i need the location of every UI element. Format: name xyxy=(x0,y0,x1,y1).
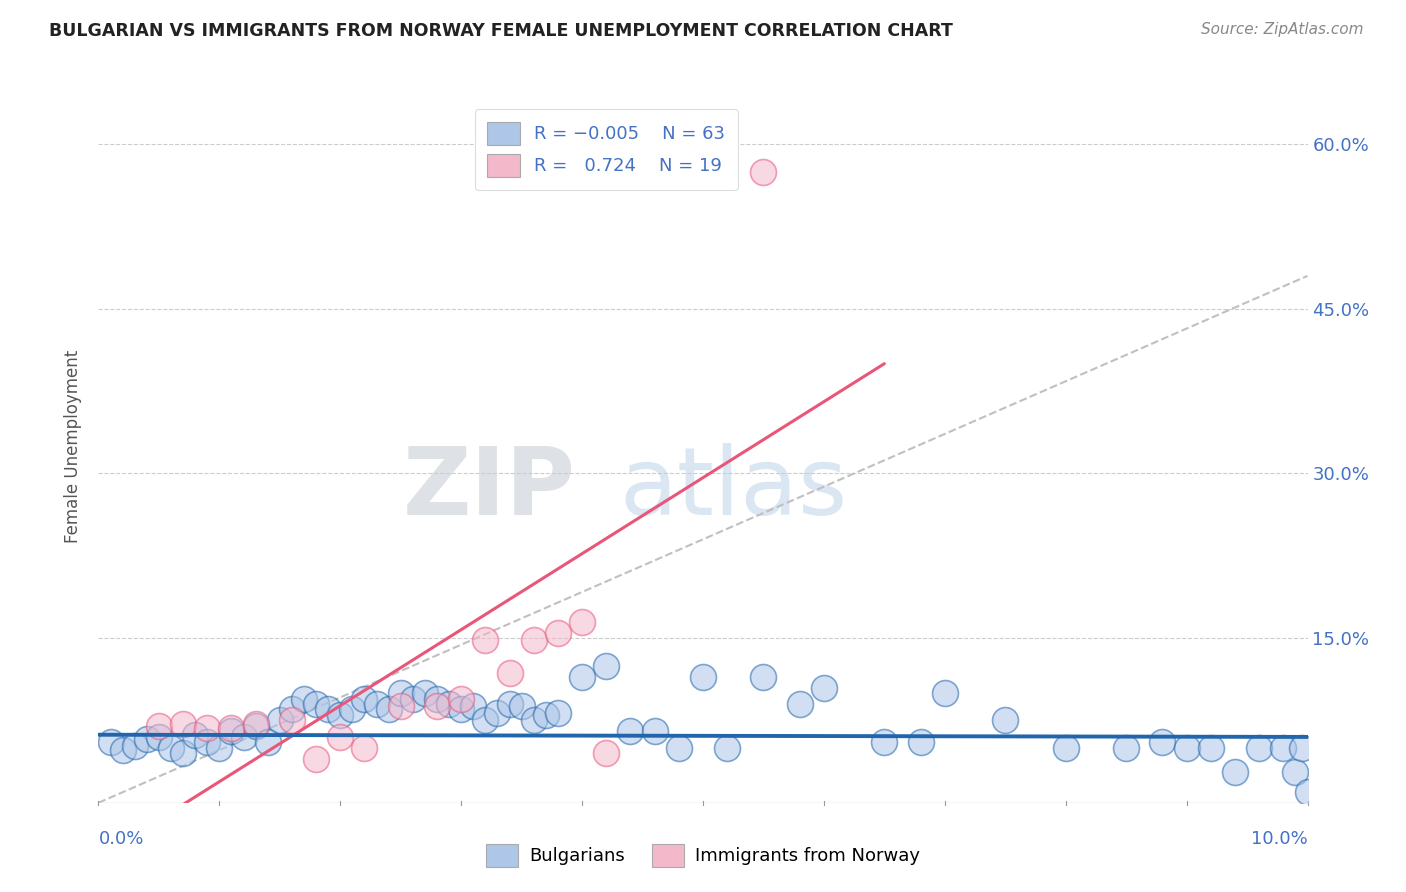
Y-axis label: Female Unemployment: Female Unemployment xyxy=(65,350,83,542)
Point xyxy=(316,702,339,716)
Point xyxy=(1115,740,1137,755)
Point xyxy=(221,721,243,735)
Point xyxy=(195,735,218,749)
Point xyxy=(571,615,593,629)
Point xyxy=(389,686,412,700)
Point xyxy=(1291,740,1313,755)
Point xyxy=(124,739,146,753)
Point xyxy=(245,719,267,733)
Point xyxy=(1054,740,1077,755)
Point xyxy=(910,735,932,749)
Text: ZIP: ZIP xyxy=(404,442,576,535)
Point xyxy=(474,714,496,728)
Point xyxy=(195,721,218,735)
Point xyxy=(644,724,666,739)
Point xyxy=(523,633,546,648)
Legend: R = −0.005    N = 63, R =   0.724    N = 19: R = −0.005 N = 63, R = 0.724 N = 19 xyxy=(475,109,738,190)
Point xyxy=(547,625,569,640)
Point xyxy=(184,728,207,742)
Point xyxy=(1272,740,1295,755)
Point xyxy=(305,752,328,766)
Point xyxy=(1223,765,1246,780)
Point xyxy=(994,714,1017,728)
Point xyxy=(547,706,569,720)
Point xyxy=(353,740,375,755)
Point xyxy=(534,708,557,723)
Point xyxy=(292,691,315,706)
Point xyxy=(752,164,775,178)
Point xyxy=(510,699,533,714)
Point xyxy=(752,669,775,683)
Point xyxy=(148,730,170,744)
Point xyxy=(716,740,738,755)
Point xyxy=(389,699,412,714)
Point xyxy=(498,697,520,711)
Point xyxy=(329,708,352,723)
Point xyxy=(426,691,449,706)
Point xyxy=(571,669,593,683)
Point xyxy=(474,633,496,648)
Point xyxy=(813,681,835,695)
Point xyxy=(172,716,194,731)
Point xyxy=(366,697,388,711)
Point xyxy=(1175,740,1198,755)
Point xyxy=(208,740,231,755)
Point xyxy=(426,699,449,714)
Text: atlas: atlas xyxy=(620,442,848,535)
Point xyxy=(100,735,122,749)
Point xyxy=(305,697,328,711)
Point xyxy=(256,735,278,749)
Point xyxy=(1249,740,1271,755)
Point xyxy=(329,730,352,744)
Point xyxy=(437,697,460,711)
Point xyxy=(463,699,485,714)
Point xyxy=(595,747,617,761)
Text: 0.0%: 0.0% xyxy=(98,830,143,848)
Point xyxy=(160,740,183,755)
Point xyxy=(934,686,956,700)
Point xyxy=(498,666,520,681)
Point xyxy=(353,691,375,706)
Point xyxy=(1199,740,1222,755)
Point xyxy=(619,724,641,739)
Point xyxy=(111,743,134,757)
Point xyxy=(1152,735,1174,749)
Point xyxy=(1296,785,1319,799)
Point xyxy=(1284,765,1306,780)
Point xyxy=(450,702,472,716)
Point xyxy=(595,658,617,673)
Point xyxy=(172,747,194,761)
Point xyxy=(245,716,267,731)
Point xyxy=(692,669,714,683)
Point xyxy=(269,714,291,728)
Point xyxy=(450,691,472,706)
Point xyxy=(232,730,254,744)
Point xyxy=(135,732,157,747)
Point xyxy=(413,686,436,700)
Text: 10.0%: 10.0% xyxy=(1251,830,1308,848)
Point xyxy=(221,724,243,739)
Point xyxy=(377,702,399,716)
Point xyxy=(873,735,896,749)
Point xyxy=(342,702,364,716)
Point xyxy=(486,706,509,720)
Point xyxy=(789,697,811,711)
Point xyxy=(668,740,690,755)
Text: BULGARIAN VS IMMIGRANTS FROM NORWAY FEMALE UNEMPLOYMENT CORRELATION CHART: BULGARIAN VS IMMIGRANTS FROM NORWAY FEMA… xyxy=(49,22,953,40)
Point xyxy=(281,714,304,728)
Point xyxy=(148,719,170,733)
Point xyxy=(281,702,304,716)
Point xyxy=(523,714,546,728)
Legend: Bulgarians, Immigrants from Norway: Bulgarians, Immigrants from Norway xyxy=(478,837,928,874)
Point xyxy=(402,691,425,706)
Text: Source: ZipAtlas.com: Source: ZipAtlas.com xyxy=(1201,22,1364,37)
